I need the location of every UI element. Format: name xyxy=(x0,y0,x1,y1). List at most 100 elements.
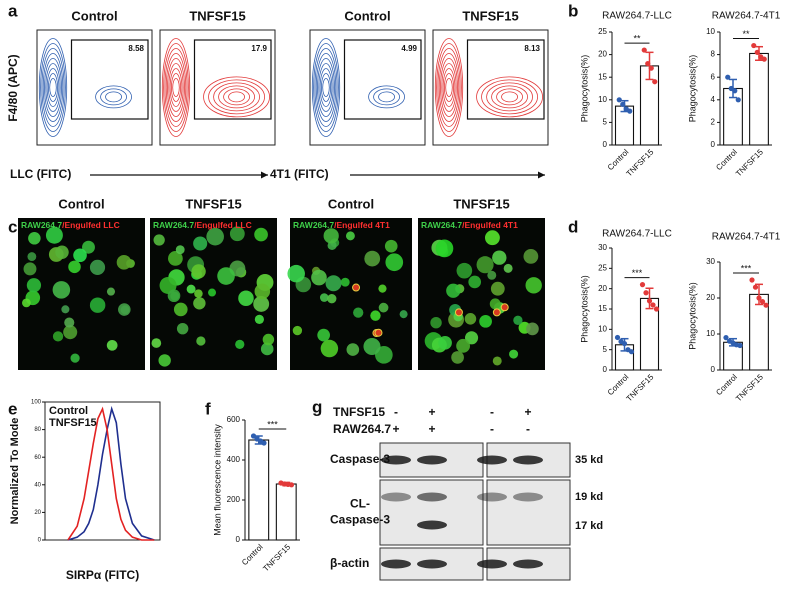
band xyxy=(477,492,507,502)
band xyxy=(417,455,447,465)
contour xyxy=(218,85,255,109)
cell xyxy=(176,322,189,335)
x-axis-label: 4T1 (FITC) xyxy=(270,167,329,181)
chart-title: RAW264.7-4T1 xyxy=(712,232,781,243)
contour xyxy=(163,43,189,132)
cell xyxy=(253,296,270,312)
cell xyxy=(52,331,64,342)
contour xyxy=(167,58,185,117)
data-point xyxy=(732,88,738,94)
contour xyxy=(378,91,395,103)
contour xyxy=(49,78,57,97)
caption-cell: RAW264.7 xyxy=(421,220,462,230)
cell xyxy=(82,240,95,254)
x-tick-label: TNFSF15 xyxy=(261,542,292,573)
y-axis-label: F4/80 (APC) xyxy=(6,54,20,121)
cell xyxy=(464,313,477,325)
data-point xyxy=(639,282,646,288)
plot-frame xyxy=(309,29,426,146)
data-point xyxy=(250,433,257,439)
contour xyxy=(476,76,543,118)
cell xyxy=(64,317,75,328)
condition-sign: + xyxy=(392,422,399,436)
y-tick-label: 200 xyxy=(227,495,241,504)
band xyxy=(477,559,507,569)
contour xyxy=(44,58,62,117)
x-tick-label: TNFSF15 xyxy=(734,372,765,403)
cell xyxy=(323,228,339,244)
condition-sign: + xyxy=(428,405,435,419)
cell xyxy=(435,239,454,258)
y-tick-label: 15 xyxy=(598,72,607,81)
cell xyxy=(70,353,80,363)
cell xyxy=(194,289,203,298)
y-tick-label: 20 xyxy=(34,510,41,516)
plot-title: TNFSF15 xyxy=(462,8,518,23)
cell xyxy=(158,354,171,367)
plot-title: Control xyxy=(344,8,390,23)
contour xyxy=(105,91,122,103)
cell xyxy=(208,288,217,297)
cell xyxy=(523,248,539,264)
cell xyxy=(370,310,381,321)
data-point xyxy=(735,97,741,103)
contour xyxy=(443,73,454,102)
engulfed xyxy=(374,328,383,337)
cell xyxy=(52,281,71,299)
cell xyxy=(317,328,330,342)
cell xyxy=(238,290,254,307)
cell xyxy=(364,250,381,267)
gate xyxy=(466,39,545,120)
histogram-line xyxy=(67,406,155,541)
cell xyxy=(465,331,479,345)
image-title: Control xyxy=(58,196,104,211)
y-tick-label: 25 xyxy=(598,27,607,36)
contour xyxy=(313,43,339,132)
cell xyxy=(22,298,31,308)
panel-letter: e xyxy=(8,399,17,418)
cell xyxy=(430,317,442,329)
data-point xyxy=(653,306,660,312)
image-title: TNFSF15 xyxy=(185,196,241,211)
contour xyxy=(491,85,528,109)
plot-frame xyxy=(36,29,153,146)
caption-target: /Engulfed 4T1 xyxy=(334,220,390,230)
condition-sign: - xyxy=(526,422,530,436)
data-point xyxy=(616,97,622,103)
contour xyxy=(161,38,191,137)
cell xyxy=(492,250,507,265)
cell xyxy=(287,264,305,283)
plot-frame xyxy=(44,401,161,541)
panel-letter: d xyxy=(568,217,578,236)
y-tick-label: 2 xyxy=(711,118,716,127)
data-point xyxy=(643,290,649,296)
cell xyxy=(503,263,513,273)
cell xyxy=(196,336,206,346)
cell xyxy=(525,277,542,294)
chart-title: RAW264.7-LLC xyxy=(602,11,672,22)
cell xyxy=(89,297,106,313)
band xyxy=(381,455,411,465)
cell xyxy=(363,337,381,356)
contour xyxy=(223,88,250,106)
contour xyxy=(438,53,460,122)
band xyxy=(417,492,447,502)
cell xyxy=(327,294,337,304)
cell xyxy=(23,262,37,276)
cell xyxy=(186,284,196,294)
contour xyxy=(368,85,405,109)
band xyxy=(513,492,543,502)
y-tick-label: 0 xyxy=(603,365,608,374)
x-tick-label: Control xyxy=(714,372,739,397)
band xyxy=(417,520,447,530)
panel-letter: c xyxy=(8,217,17,236)
condition-label: RAW264.7 xyxy=(333,422,391,436)
y-tick-label: 100 xyxy=(31,400,42,406)
contour xyxy=(208,79,265,115)
legend-entry: Control xyxy=(49,405,88,417)
cell xyxy=(229,226,245,242)
arrow-head xyxy=(538,171,545,179)
cell xyxy=(151,338,162,348)
condition-sign: - xyxy=(394,405,398,419)
